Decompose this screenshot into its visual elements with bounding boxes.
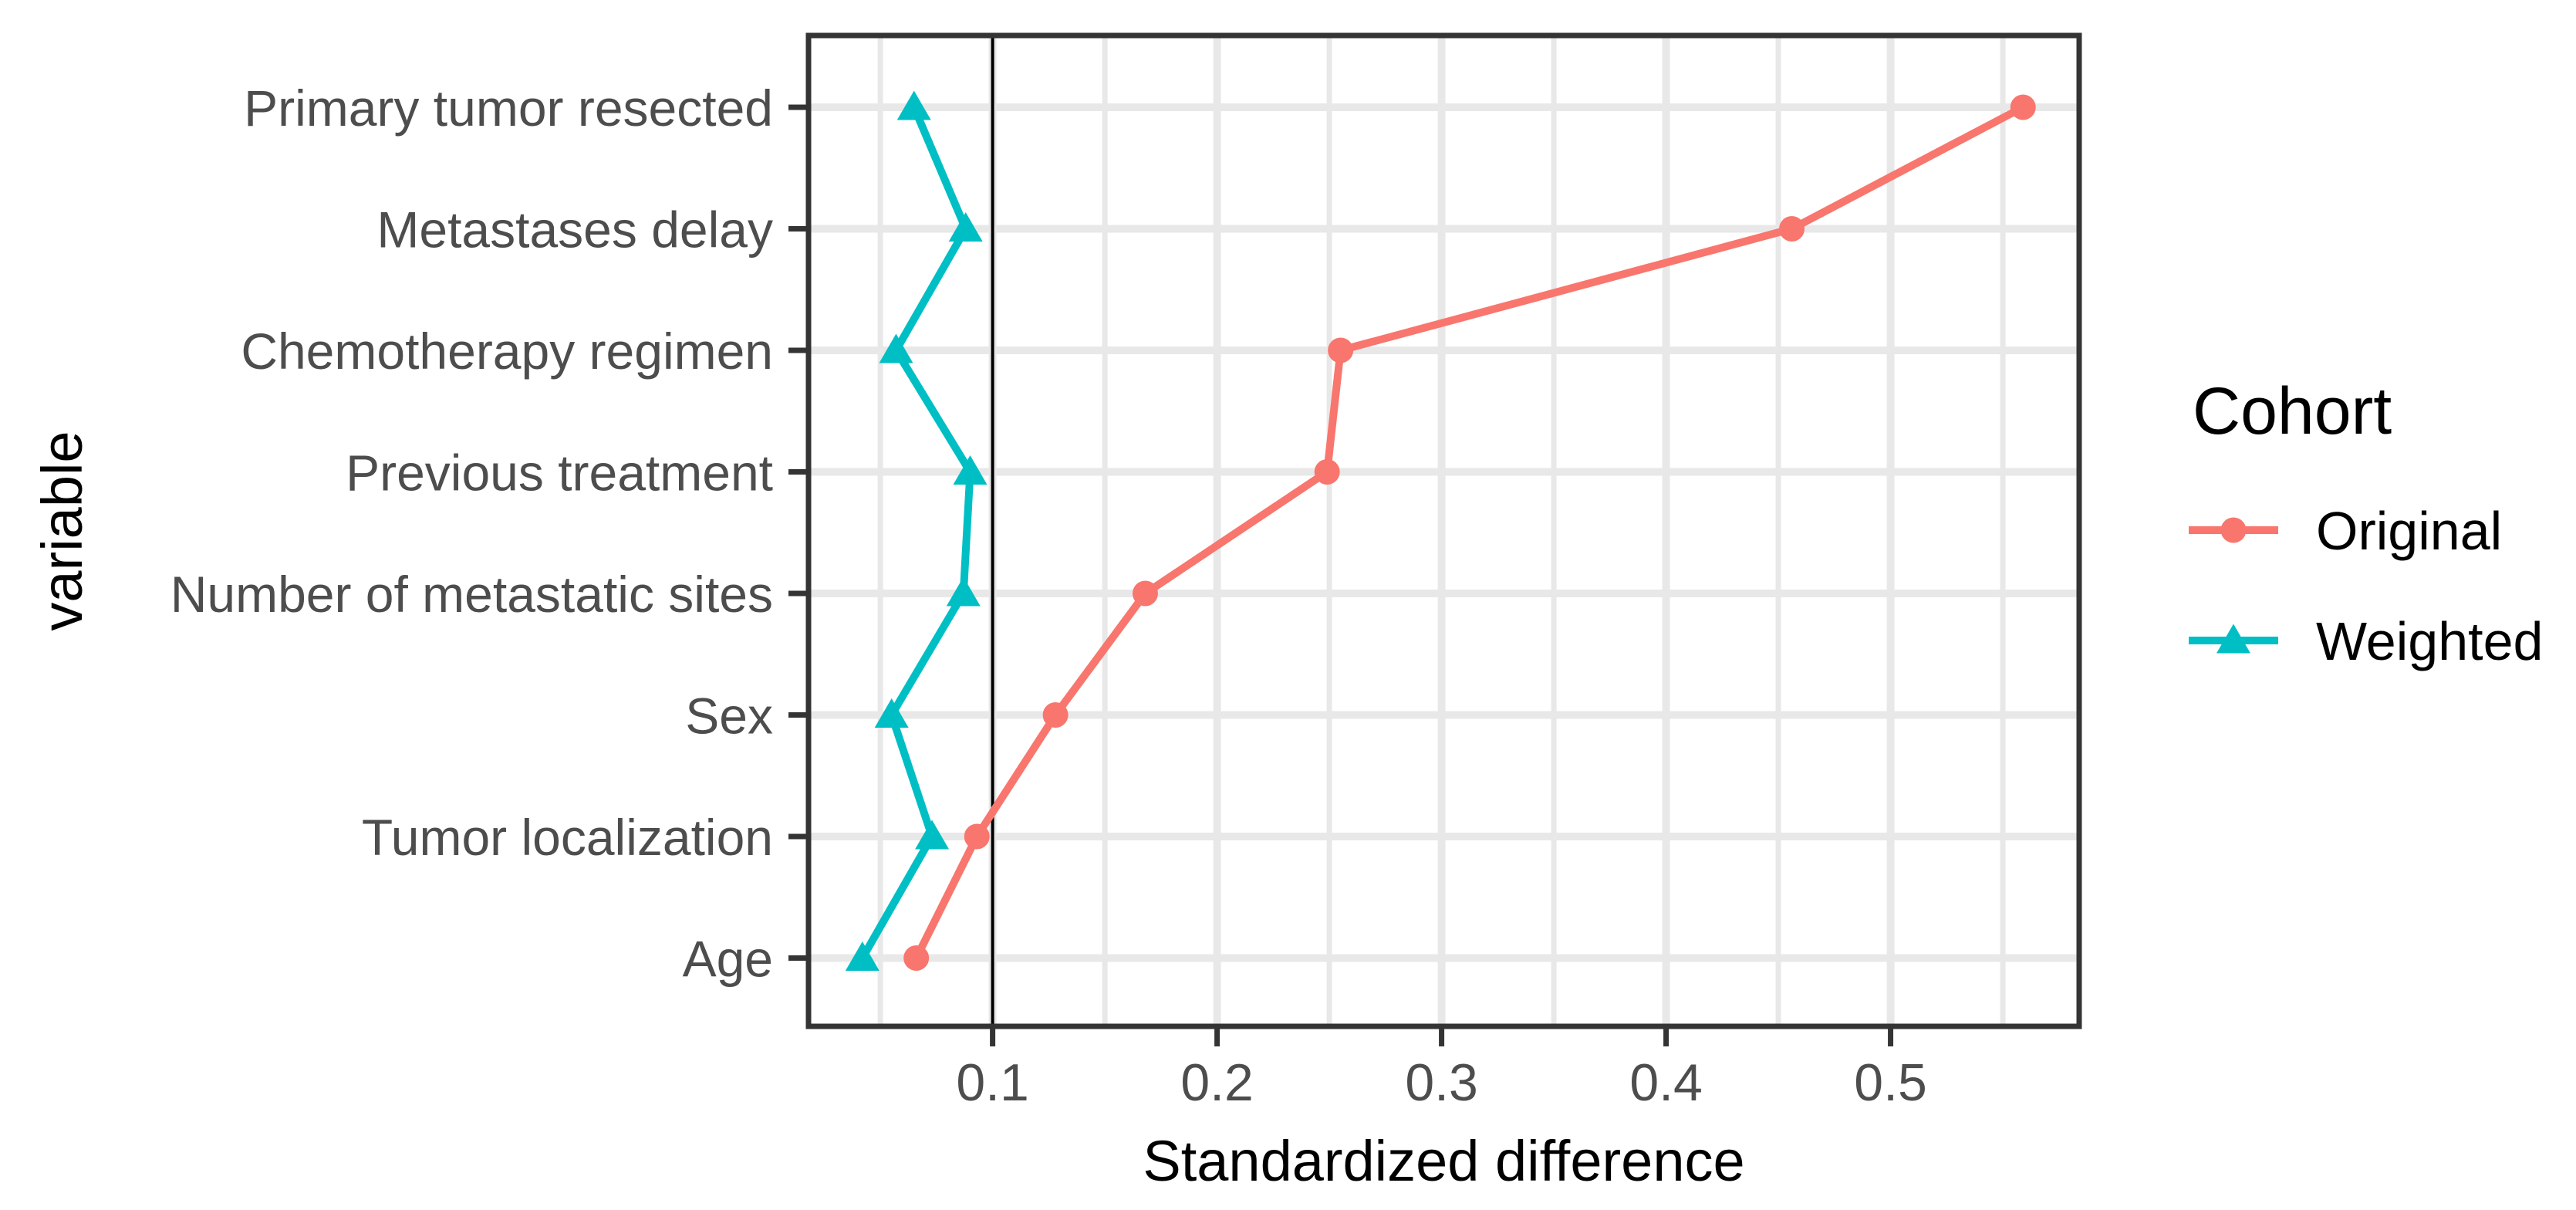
y-axis-label: Tumor localization xyxy=(362,809,773,866)
point-original-0 xyxy=(2010,94,2036,120)
point-weighted-5 xyxy=(874,698,909,728)
point-weighted-0 xyxy=(896,90,931,120)
x-axis-title: Standardized difference xyxy=(1143,1129,1744,1193)
y-axis-label: Primary tumor resected xyxy=(244,79,773,137)
legend-key-marker-triangle xyxy=(2216,624,2250,654)
series-line-weighted xyxy=(859,106,974,960)
point-original-6 xyxy=(964,823,990,850)
point-original-5 xyxy=(1042,702,1069,728)
x-axis-tick-label: 0.4 xyxy=(1629,1053,1703,1112)
series-line-original xyxy=(913,103,2025,960)
point-weighted-2 xyxy=(879,333,913,363)
point-weighted-7 xyxy=(845,941,879,971)
legend-title: Cohort xyxy=(2193,374,2392,448)
legend-item-label: Original xyxy=(2316,501,2502,561)
x-axis-tick-label: 0.3 xyxy=(1405,1053,1478,1112)
legend-item-label: Weighted xyxy=(2316,611,2543,671)
y-axis-label: Previous treatment xyxy=(346,444,773,502)
point-original-1 xyxy=(1779,216,1805,242)
point-weighted-1 xyxy=(948,212,983,242)
y-axis-label: Number of metastatic sites xyxy=(170,566,773,623)
point-original-3 xyxy=(1314,459,1340,485)
point-weighted-6 xyxy=(915,820,950,850)
x-axis-tick-label: 0.1 xyxy=(956,1053,1029,1112)
y-axis-label: Chemotherapy regimen xyxy=(241,323,773,380)
point-weighted-4 xyxy=(946,576,981,607)
legend-key-marker-circle xyxy=(2220,517,2247,543)
y-axis-label: Metastases delay xyxy=(376,201,773,259)
point-weighted-3 xyxy=(953,455,988,485)
y-axis-label: Sex xyxy=(685,688,773,745)
y-axis-title: variable xyxy=(30,431,94,630)
point-original-2 xyxy=(1328,337,1354,363)
y-axis-label: Age xyxy=(683,931,773,988)
x-axis-tick-label: 0.2 xyxy=(1180,1053,1254,1112)
point-original-4 xyxy=(1132,580,1158,607)
point-original-7 xyxy=(903,945,930,971)
x-axis-tick-label: 0.5 xyxy=(1854,1053,1927,1112)
